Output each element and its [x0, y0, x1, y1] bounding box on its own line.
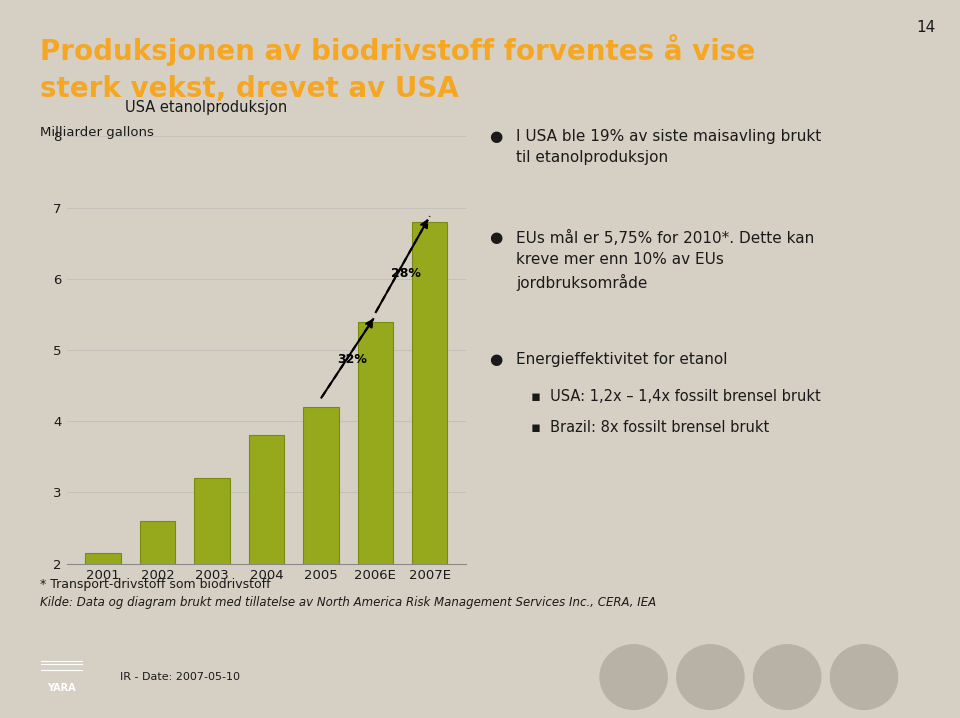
Text: USA etanolproduksjon: USA etanolproduksjon	[125, 100, 288, 115]
Text: ●: ●	[490, 230, 503, 245]
Text: I USA ble 19% av siste maisavling brukt
til etanolproduksjon: I USA ble 19% av siste maisavling brukt …	[516, 129, 822, 165]
Text: YARA: YARA	[47, 683, 76, 693]
Text: ●: ●	[490, 352, 503, 367]
Text: 28%: 28%	[391, 267, 420, 281]
Bar	[412, 222, 447, 706]
Text: Kilde: Data og diagram brukt med tillatelse av North America Risk Management Ser: Kilde: Data og diagram brukt med tillate…	[40, 596, 657, 609]
Text: * Transport-drivstoff som biodrivstoff: * Transport-drivstoff som biodrivstoff	[40, 578, 271, 591]
Text: 32%: 32%	[337, 353, 367, 366]
Text: IR - Date: 2007-05-10: IR - Date: 2007-05-10	[120, 672, 240, 682]
Text: ●: ●	[490, 129, 503, 144]
Text: Produksjonen av biodrivstoff forventes å vise: Produksjonen av biodrivstoff forventes å…	[40, 34, 756, 67]
Text: ▪  Brazil: 8x fossilt brensel brukt: ▪ Brazil: 8x fossilt brensel brukt	[531, 420, 769, 435]
Bar	[85, 553, 121, 706]
Bar	[194, 478, 229, 706]
Text: EUs mål er 5,75% for 2010*. Dette kan
kreve mer enn 10% av EUs
jordbruksområde: EUs mål er 5,75% for 2010*. Dette kan kr…	[516, 230, 815, 291]
Text: sterk vekst, drevet av USA: sterk vekst, drevet av USA	[40, 75, 459, 103]
Bar	[358, 322, 393, 706]
Bar	[249, 435, 284, 706]
Bar	[140, 521, 175, 706]
Text: Milliarder gallons: Milliarder gallons	[40, 126, 155, 139]
Text: Energieffektivitet for etanol: Energieffektivitet for etanol	[516, 352, 728, 367]
Text: ▪  USA: 1,2x – 1,4x fossilt brensel brukt: ▪ USA: 1,2x – 1,4x fossilt brensel brukt	[531, 389, 821, 404]
Text: 14: 14	[917, 20, 936, 35]
Bar	[303, 407, 339, 706]
